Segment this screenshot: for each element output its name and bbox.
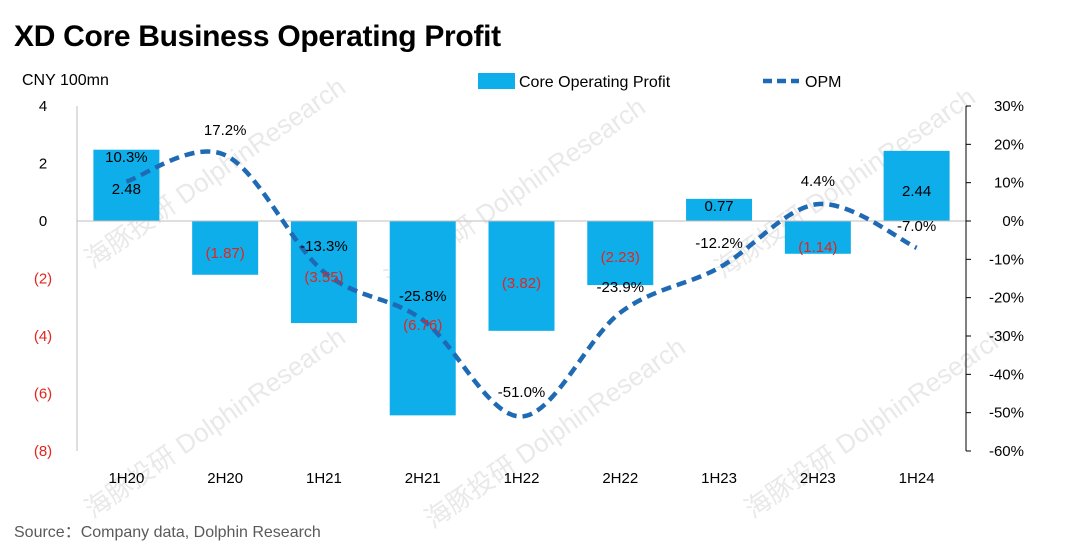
watermark-text: 海豚投研 DolphinResearch: [79, 321, 351, 524]
left-axis-tick-label: (6): [34, 386, 52, 403]
left-axis-tick-label: 2: [39, 156, 47, 173]
right-axis-tick-label: 30%: [994, 98, 1024, 115]
x-axis-tick-label: 1H21: [306, 470, 342, 487]
legend: Core Operating Profit OPM: [478, 73, 841, 91]
bar-value-label: (1.14): [798, 239, 837, 256]
opm-value-label: -7.0%: [897, 218, 936, 235]
left-axis-tick-label: (2): [34, 271, 52, 288]
right-axis-tick-label: -30%: [989, 328, 1024, 345]
right-axis-tick-label: 20%: [994, 136, 1024, 153]
opm-value-label: -23.9%: [597, 279, 645, 296]
right-axis-tick-label: -50%: [989, 405, 1024, 422]
bar-1h22: [488, 221, 555, 331]
bar-value-label: (6.76): [403, 317, 442, 334]
opm-value-label: 10.3%: [105, 149, 148, 166]
bar-value-label: (3.82): [502, 275, 541, 292]
right-axis-tick-label: -40%: [989, 366, 1024, 383]
right-axis-tick-label: 0%: [1002, 213, 1024, 230]
axes: 4 2 0 (2) (4) (6) (8) 30% 20% 10% 0% -10% -20% -30% -4…: [34, 98, 1024, 487]
opm-line: [125, 149, 918, 419]
x-axis-tick-label: 2H23: [800, 470, 836, 487]
x-axis-tick-label: 2H22: [602, 470, 638, 487]
opm-value-label: -25.8%: [399, 288, 447, 305]
opm-value-label: -51.0%: [498, 384, 546, 401]
x-axis-tick-label: 1H20: [108, 470, 144, 487]
bar-2h23: [784, 221, 851, 254]
chart-title: XD Core Business Operating Profit: [14, 20, 501, 53]
x-axis-tick-label: 2H21: [405, 470, 441, 487]
x-axis-tick-label: 1H24: [899, 470, 935, 487]
right-axis-tick-label: -60%: [989, 443, 1024, 460]
bar-value-label: 0.77: [704, 198, 733, 215]
left-axis-tick-label: (8): [34, 443, 52, 460]
legend-label-core-operating-profit: Core Operating Profit: [519, 74, 671, 91]
left-axis-tick-label: (4): [34, 328, 52, 345]
opm-value-label: 17.2%: [204, 122, 247, 139]
bar-2h22: [587, 221, 654, 286]
bar-2h20: [192, 221, 259, 275]
bar-value-label: 2.44: [902, 183, 931, 200]
right-axis-tick-label: 10%: [994, 175, 1024, 192]
bar-1h24: [883, 150, 950, 221]
legend-swatch-core-operating-profit: [478, 73, 515, 89]
right-axis-tick-label: -20%: [989, 290, 1024, 307]
opm-line-series: [125, 149, 918, 419]
bar-value-label: (3.55): [304, 269, 343, 286]
bar-value-label: 2.48: [112, 181, 141, 198]
opm-value-label: -12.2%: [695, 235, 743, 252]
source-note: Source：Company data, Dolphin Research: [14, 524, 321, 541]
bar-1h20: [93, 149, 160, 221]
right-axis-tick-label: -10%: [989, 251, 1024, 268]
bar-value-label: (1.87): [206, 245, 245, 262]
left-axis-unit-label: CNY 100mn: [22, 72, 109, 89]
left-axis-tick-label: 0: [39, 213, 47, 230]
left-axis-tick-label: 4: [39, 98, 47, 115]
data-labels: 2.48 (1.87) (3.55) (6.76) (3.82) (2.23) 0.77 (1…: [105, 122, 936, 401]
opm-value-label: -13.3%: [300, 238, 348, 255]
watermark-text: 海豚投研 DolphinResearch: [739, 321, 1011, 524]
bar-1h23: [686, 198, 753, 221]
opm-value-label: 4.4%: [801, 173, 835, 190]
x-axis-tick-label: 1H22: [504, 470, 540, 487]
x-axis-tick-label: 1H23: [701, 470, 737, 487]
bar-value-label: (2.23): [601, 249, 640, 266]
legend-label-opm: OPM: [805, 74, 841, 91]
x-axis-tick-label: 2H20: [207, 470, 243, 487]
